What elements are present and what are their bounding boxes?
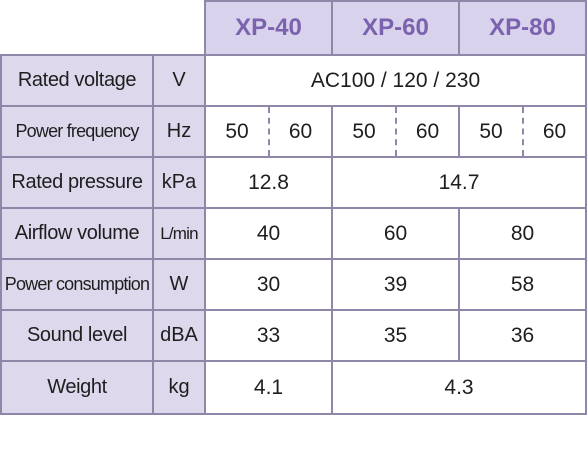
value-cell: 60 xyxy=(395,105,460,158)
value-cell: 33 xyxy=(204,309,333,362)
table-row: Sound level dBA 33 35 36 xyxy=(0,309,587,362)
unit-cell: L/min xyxy=(152,207,206,260)
model-header-xp40: XP-40 xyxy=(204,0,333,56)
unit-cell: kPa xyxy=(152,156,206,209)
table-row: Rated voltage V AC100 / 120 / 230 xyxy=(0,54,587,107)
value-cell: 50 xyxy=(331,105,397,158)
unit-cell: Hz xyxy=(152,105,206,158)
value-cell: 60 xyxy=(331,207,460,260)
model-header-xp60: XP-60 xyxy=(331,0,460,56)
value-cell: 80 xyxy=(458,207,587,260)
value-cell: 50 xyxy=(458,105,524,158)
corner-cell xyxy=(1,1,205,56)
value-cell: 60 xyxy=(522,105,587,158)
row-label-rated-voltage: Rated voltage xyxy=(0,54,154,107)
value-cell: 4.1 xyxy=(204,360,333,415)
table-row: Rated pressure kPa 12.8 14.7 xyxy=(0,156,587,209)
model-header-xp80: XP-80 xyxy=(458,0,587,56)
table-row: Power consumption W 30 39 58 xyxy=(0,258,587,311)
value-cell: 4.3 xyxy=(331,360,587,415)
value-cell: 60 xyxy=(268,105,333,158)
row-label-power-consumption: Power consumption xyxy=(0,258,154,311)
value-cell: 30 xyxy=(204,258,333,311)
value-cell: 40 xyxy=(204,207,333,260)
row-label-weight: Weight xyxy=(0,360,154,415)
spec-table: XP-40 XP-60 XP-80 Rated voltage V AC100 … xyxy=(0,0,587,415)
unit-cell: kg xyxy=(152,360,206,415)
table-row: Power frequency Hz 50 60 50 60 50 60 xyxy=(0,105,587,158)
row-label-airflow-volume: Airflow volume xyxy=(0,207,154,260)
row-label-power-frequency: Power frequency xyxy=(0,105,154,158)
unit-cell: dBA xyxy=(152,309,206,362)
header-row: XP-40 XP-60 XP-80 xyxy=(1,0,587,56)
value-cell: AC100 / 120 / 230 xyxy=(204,54,587,107)
table-row: Airflow volume L/min 40 60 80 xyxy=(0,207,587,260)
row-label-rated-pressure: Rated pressure xyxy=(0,156,154,209)
value-cell: 14.7 xyxy=(331,156,587,209)
row-label-sound-level: Sound level xyxy=(0,309,154,362)
value-cell: 35 xyxy=(331,309,460,362)
table-row: Weight kg 4.1 4.3 xyxy=(0,360,587,415)
unit-cell: W xyxy=(152,258,206,311)
value-cell: 12.8 xyxy=(204,156,333,209)
value-cell: 39 xyxy=(331,258,460,311)
value-cell: 36 xyxy=(458,309,587,362)
value-cell: 50 xyxy=(204,105,270,158)
value-cell: 58 xyxy=(458,258,587,311)
unit-cell: V xyxy=(152,54,206,107)
